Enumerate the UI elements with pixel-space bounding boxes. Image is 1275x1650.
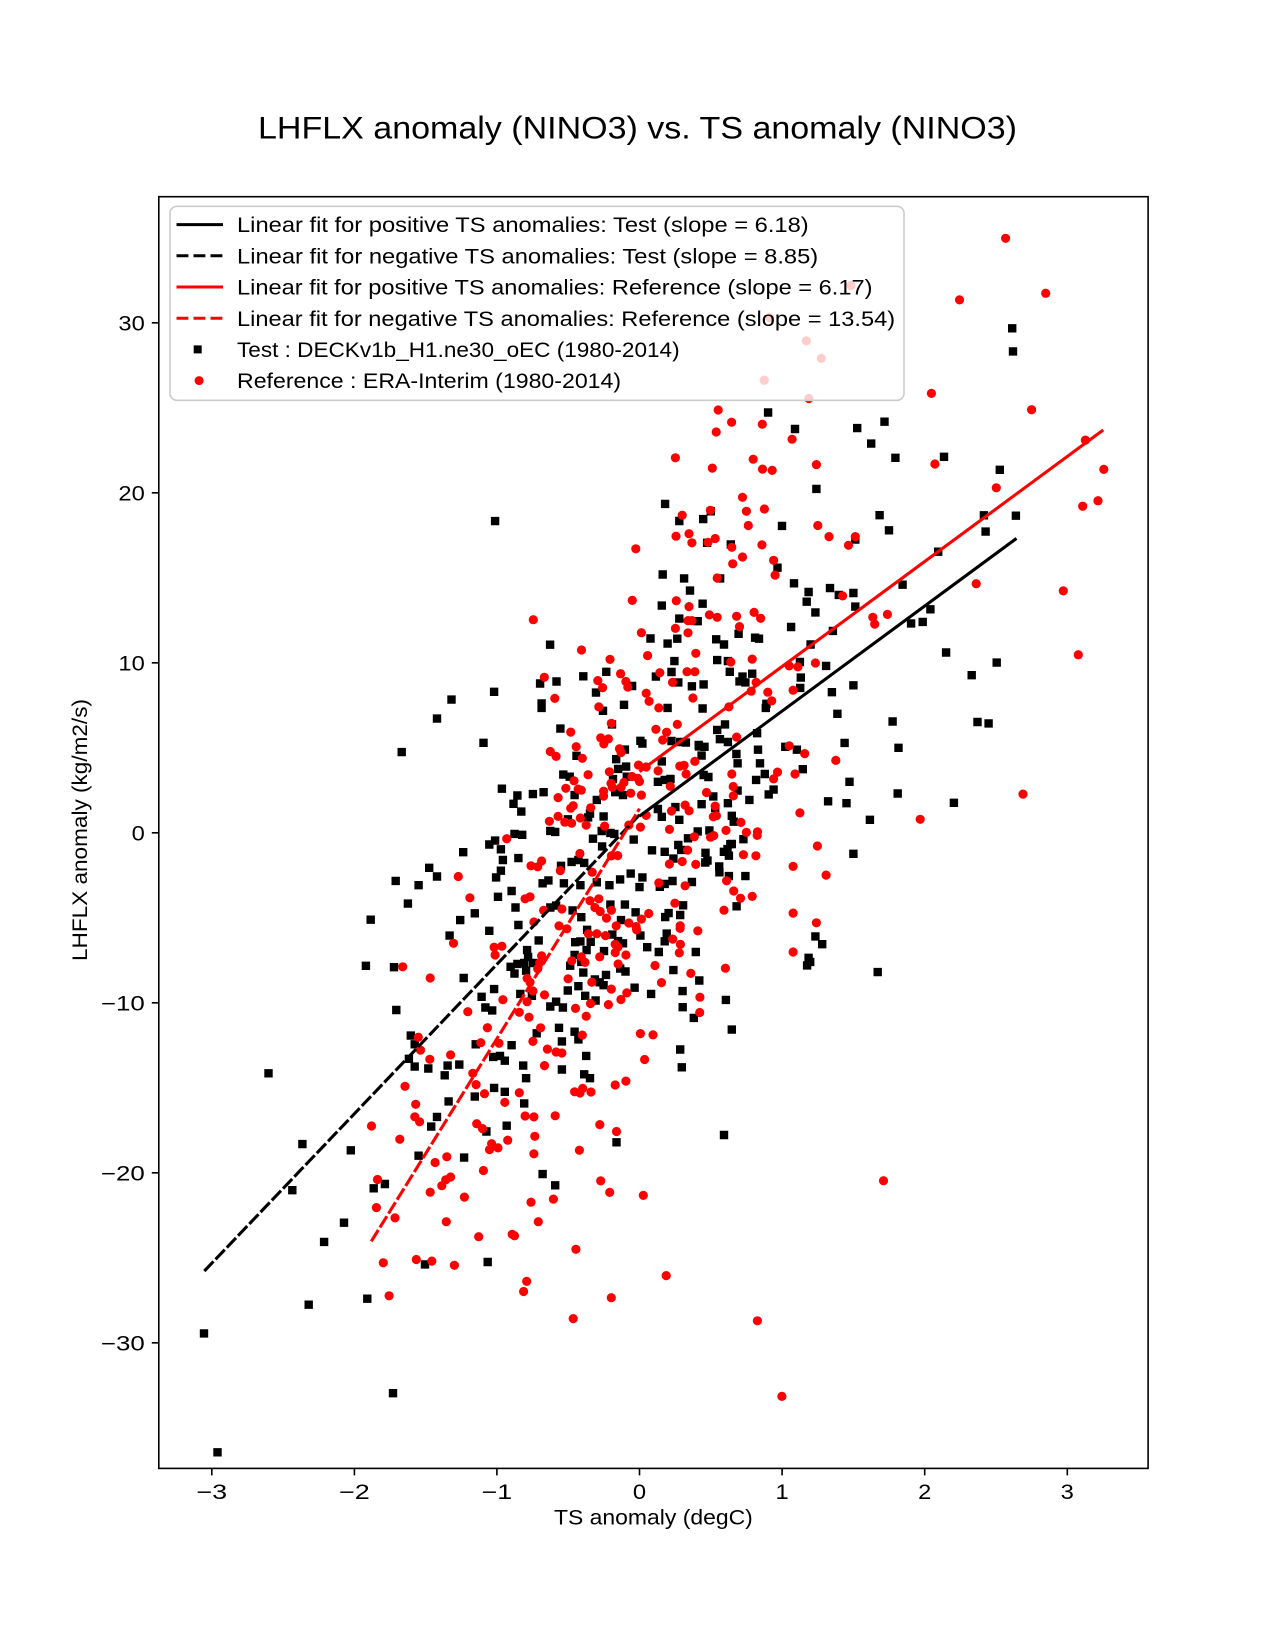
svg-text:0: 0 bbox=[633, 1481, 646, 1504]
svg-text:Test : DECKv1b_H1.ne30_oEC (19: Test : DECKv1b_H1.ne30_oEC (1980-2014) bbox=[237, 339, 680, 362]
svg-text:2: 2 bbox=[918, 1481, 931, 1504]
svg-text:Linear fit for positive TS ano: Linear fit for positive TS anomalies: Re… bbox=[237, 277, 873, 300]
svg-text:−10: −10 bbox=[101, 992, 145, 1015]
svg-text:−2: −2 bbox=[339, 1481, 370, 1504]
svg-text:TS anomaly (degC): TS anomaly (degC) bbox=[554, 1507, 753, 1530]
svg-text:10: 10 bbox=[118, 652, 144, 675]
svg-text:−30: −30 bbox=[101, 1332, 145, 1355]
svg-text:1: 1 bbox=[776, 1481, 789, 1504]
svg-text:Linear fit for negative TS ano: Linear fit for negative TS anomalies: Re… bbox=[237, 308, 895, 331]
svg-text:30: 30 bbox=[118, 312, 144, 335]
svg-text:Linear fit for positive TS ano: Linear fit for positive TS anomalies: Te… bbox=[237, 214, 809, 237]
svg-text:Linear fit for negative TS ano: Linear fit for negative TS anomalies: Te… bbox=[237, 245, 818, 268]
svg-text:−1: −1 bbox=[482, 1481, 513, 1504]
svg-text:LHFLX anomaly (NINO3) vs. TS a: LHFLX anomaly (NINO3) vs. TS anomaly (NI… bbox=[258, 111, 1017, 146]
svg-text:Reference : ERA-Interim (1980-: Reference : ERA-Interim (1980-2014) bbox=[237, 370, 621, 393]
svg-text:3: 3 bbox=[1061, 1481, 1074, 1504]
svg-text:−20: −20 bbox=[101, 1162, 145, 1185]
svg-text:LHFLX anomaly (kg/m2/s): LHFLX anomaly (kg/m2/s) bbox=[69, 699, 92, 961]
svg-text:0: 0 bbox=[132, 822, 145, 845]
svg-text:20: 20 bbox=[118, 482, 144, 505]
svg-text:−3: −3 bbox=[196, 1481, 227, 1504]
